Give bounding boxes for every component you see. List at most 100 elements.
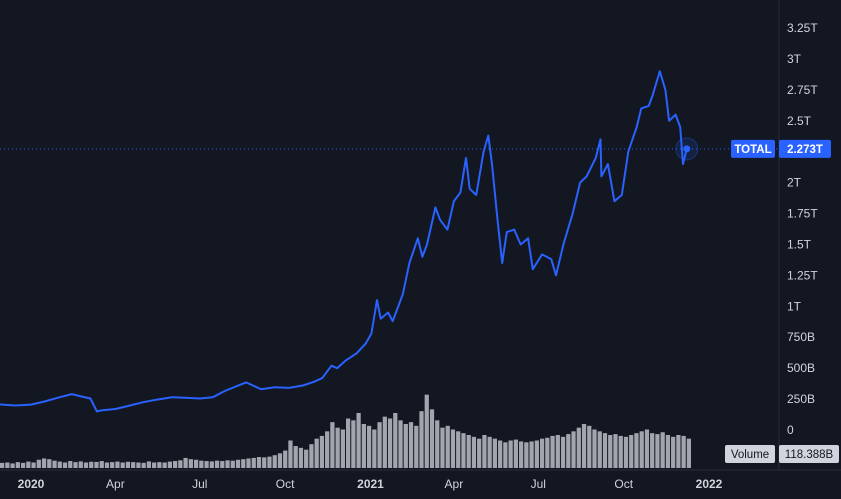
volume-bar (152, 462, 157, 468)
volume-bar (487, 436, 492, 468)
volume-value-text: 118.388B (785, 449, 834, 461)
axis-value-labels: TOTAL 2.273T Volume 118.388B (725, 139, 839, 463)
volume-bar (26, 461, 31, 468)
volume-bar (115, 461, 120, 468)
volume-bar (608, 435, 613, 468)
volume-bar (524, 442, 529, 468)
last-point-marker[interactable] (683, 145, 691, 153)
x-tick-label: Oct (276, 477, 295, 491)
price-axis[interactable]: 3.25T3T2.75T2.5T2.25T2T1.75T1.5T1.25T1T7… (787, 21, 818, 437)
last-value-text: 2.273T (787, 144, 823, 156)
volume-bar (435, 420, 440, 468)
volume-bar (419, 411, 424, 468)
volume-bar (0, 462, 5, 468)
volume-bar (482, 435, 487, 468)
volume-bar (330, 422, 335, 468)
volume-bar (214, 460, 220, 468)
volume-bar (403, 424, 408, 468)
time-axis[interactable]: 2020 Apr Jul Oct 2021 Apr Jul Oct 2022 (18, 477, 723, 491)
volume-bar (199, 460, 204, 468)
volume-bar (592, 429, 597, 468)
volume-bar (665, 435, 671, 468)
volume-bar (283, 450, 288, 468)
y-tick-label: 2T (787, 176, 802, 190)
volume-bar (356, 413, 361, 468)
volume-bar (104, 462, 110, 468)
volume-bar (220, 461, 225, 468)
volume-name-text: Volume (731, 449, 769, 461)
volume-bar (629, 435, 634, 468)
volume-bar (146, 461, 152, 468)
volume-bar (225, 460, 230, 468)
volume-bar (94, 461, 99, 468)
volume-bar (89, 461, 94, 468)
volume-bar (41, 458, 47, 468)
volume-bar (560, 436, 566, 468)
volume-bar (230, 460, 235, 468)
last-value-tag (779, 139, 831, 158)
volume-bar (209, 461, 214, 468)
volume-bar (235, 459, 241, 468)
line-series-layer (0, 70, 779, 413)
volume-bar (36, 459, 41, 468)
volume-bar (193, 459, 199, 468)
volume-bar (361, 424, 366, 468)
volume-bar (267, 456, 272, 468)
y-tick-label: 3T (787, 52, 802, 66)
volume-bar (597, 431, 602, 468)
volume-bar (183, 457, 188, 468)
volume-bar (309, 444, 314, 468)
volume-bar (173, 461, 178, 468)
volume-bar (157, 462, 162, 468)
volume-bar (587, 425, 592, 468)
x-tick-label: 2020 (18, 477, 45, 491)
volume-bar (534, 440, 539, 468)
volume-bar (10, 463, 15, 468)
volume-bar (513, 439, 518, 468)
volume-bar (655, 434, 660, 468)
volume-bar (445, 425, 450, 468)
y-tick-label: 1T (787, 299, 802, 313)
volume-bar (461, 433, 466, 468)
volume-bar (241, 459, 246, 468)
volume-bar (618, 435, 623, 468)
volume-bar (440, 427, 445, 468)
volume-bar (471, 436, 477, 468)
volume-bar (78, 461, 83, 468)
series-name-text: TOTAL (734, 144, 771, 156)
volume-bar (167, 461, 172, 468)
volume-bar (686, 438, 691, 468)
volume-value-tag (779, 445, 839, 463)
total-value-label: TOTAL 2.273T (731, 139, 831, 158)
volume-bar (566, 434, 571, 468)
volume-bar (110, 462, 115, 468)
y-tick-label: 0 (787, 423, 794, 437)
volume-bar (304, 449, 309, 468)
volume-bar (650, 433, 655, 468)
y-tick-label: 1.25T (787, 268, 818, 282)
volume-bar (31, 462, 36, 468)
volume-bar (576, 427, 581, 468)
volume-bar (414, 425, 419, 468)
volume-bar (251, 457, 256, 468)
series-line-total (0, 70, 688, 413)
volume-value-label: Volume 118.388B (725, 445, 839, 463)
x-tick-label: 2021 (357, 477, 384, 491)
volume-bar (539, 438, 545, 468)
x-tick-label: Oct (614, 477, 633, 491)
volume-bar (408, 422, 414, 468)
volume-bar (602, 433, 608, 468)
volume-bar (288, 440, 293, 468)
y-tick-label: 2.5T (787, 114, 812, 128)
x-tick-label: Apr (106, 477, 125, 491)
volume-name-tag (725, 445, 775, 463)
volume-bar (351, 420, 356, 468)
volume-bar (162, 462, 167, 468)
x-tick-label: 2022 (696, 477, 723, 491)
volume-bar (545, 437, 550, 468)
volume-bar (503, 442, 508, 468)
volume-bar (382, 416, 387, 468)
volume-bar (298, 447, 304, 468)
